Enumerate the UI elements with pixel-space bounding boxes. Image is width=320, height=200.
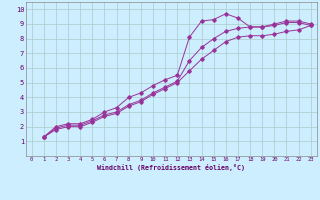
X-axis label: Windchill (Refroidissement éolien,°C): Windchill (Refroidissement éolien,°C) — [97, 164, 245, 171]
